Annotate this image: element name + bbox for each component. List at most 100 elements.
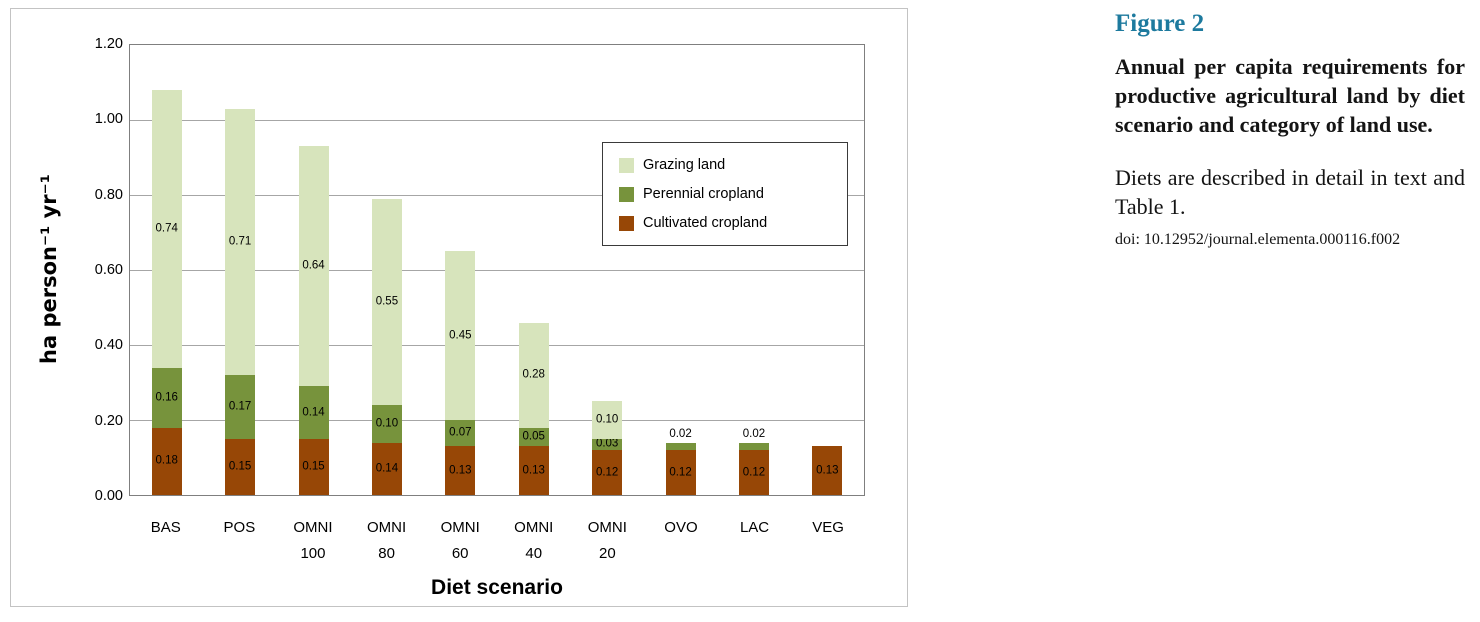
bar-value-label: 0.02 xyxy=(669,428,692,440)
legend-label: Cultivated cropland xyxy=(643,215,768,231)
bar-segment-cultivated-cropland: 0.12 xyxy=(665,450,696,495)
legend-label: Perennial cropland xyxy=(643,186,764,202)
bar-segment-grazing-land: 0.10 xyxy=(592,401,623,439)
bar-segment-grazing-land: 0.45 xyxy=(445,251,476,420)
x-tick-label: OMNI 40 xyxy=(514,519,554,562)
bar-slot: 0.13 0.05 0.28 xyxy=(497,45,570,495)
x-tick-label: BAS xyxy=(150,519,181,536)
bar-bas: 0.18 0.16 0.74 xyxy=(151,45,182,495)
bar-segment-perennial-cropland: 0.05 xyxy=(518,427,549,447)
y-tick-label: 0.60 xyxy=(94,262,123,278)
legend-item: Cultivated cropland xyxy=(619,215,831,231)
bar-omni-80: 0.14 0.10 0.55 xyxy=(371,45,402,495)
x-axis-ticks: BAS POS OMNI 100 OMNI 80 OMNI 60 OMNI 40 OMNI 20 OVO… xyxy=(129,515,865,567)
bar-segment-cultivated-cropland: 0.15 xyxy=(225,438,256,495)
bar-value-label: 0.14 xyxy=(302,405,325,418)
caption-title: Annual per capita requirements for produ… xyxy=(1115,54,1465,137)
bar-segment-perennial-cropland: 0.10 xyxy=(371,405,402,443)
legend-swatch-grazing-land xyxy=(619,157,634,173)
bar-omni-60: 0.13 0.07 0.45 xyxy=(445,45,476,495)
x-tick-label: LAC xyxy=(739,519,770,536)
bar-segment-cultivated-cropland: 0.15 xyxy=(298,438,329,495)
bar-value-label: 0.17 xyxy=(228,400,252,413)
y-tick-label: 1.20 xyxy=(94,36,123,52)
gridline xyxy=(130,194,864,196)
bar-value-label: 0.13 xyxy=(449,463,472,476)
legend-item: Grazing land xyxy=(619,157,831,173)
bar-value-label: 0.55 xyxy=(375,295,399,308)
bar-value-label: 0.07 xyxy=(449,426,472,439)
bar-segment-cultivated-cropland: 0.13 xyxy=(518,446,549,495)
bar-omni-20: 0.12 0.03 0.10 xyxy=(592,45,623,495)
bar-slot: 0.12 0.02 xyxy=(644,45,717,495)
bar-pos: 0.15 0.17 0.71 xyxy=(225,45,256,495)
bar-value-label: 0.02 xyxy=(742,428,766,440)
y-axis-ticks: 0.00 0.20 0.40 0.60 0.80 1.00 1.20 xyxy=(61,36,123,504)
bar-value-label: 0.12 xyxy=(742,465,766,478)
bar-slot: 0.14 0.10 0.55 xyxy=(350,45,423,495)
bar-value-label: 0.12 xyxy=(595,465,619,478)
bar-segment-cultivated-cropland: 0.14 xyxy=(371,442,402,495)
bar-value-label: 0.12 xyxy=(669,465,692,478)
y-axis-title: ha person⁻¹ yr⁻¹ xyxy=(37,174,61,364)
caption-doi: doi: 10.12952/journal.elementa.000116.f0… xyxy=(1115,231,1401,248)
bar-segment-cultivated-cropland: 0.18 xyxy=(151,427,182,495)
bar-segment-grazing-land: 0.55 xyxy=(371,198,402,406)
bar-segment-perennial-cropland: 0.03 xyxy=(592,438,623,450)
bar-slot: 0.15 0.17 0.71 xyxy=(203,45,276,495)
bar-slot: 0.15 0.14 0.64 xyxy=(277,45,350,495)
bar-veg: 0.13 xyxy=(812,45,843,495)
bar-value-label: 0.16 xyxy=(155,390,178,403)
bar-segment-grazing-land: 0.71 xyxy=(225,108,256,375)
bar-segment-cultivated-cropland: 0.13 xyxy=(445,446,476,495)
bar-segment-grazing-land: 0.28 xyxy=(518,322,549,428)
bar-value-label: 0.14 xyxy=(375,462,399,474)
legend-item: Perennial cropland xyxy=(619,186,831,202)
bar-segment-cultivated-cropland: 0.13 xyxy=(812,446,843,495)
bar-value-label: 0.05 xyxy=(522,430,545,443)
bar-value-label: 0.15 xyxy=(228,460,252,473)
gridline xyxy=(130,270,864,271)
caption-body: Diets are described in detail in text an… xyxy=(1115,165,1465,219)
bar-value-label: 0.64 xyxy=(302,259,325,272)
bar-segment-cultivated-cropland: 0.12 xyxy=(738,450,769,495)
x-tick-label: POS xyxy=(223,519,256,536)
x-tick-label: OVO xyxy=(664,519,698,536)
bar-value-label: 0.10 xyxy=(595,413,619,426)
y-tick-label: 1.00 xyxy=(94,111,123,128)
x-axis-title: Diet scenario xyxy=(431,576,563,599)
bar-segment-perennial-cropland: 0.02 xyxy=(738,428,769,450)
bar-slot: 0.13 xyxy=(791,45,864,495)
gridline xyxy=(130,119,864,121)
bar-segment-grazing-land: 0.64 xyxy=(298,146,329,387)
bar-omni-40: 0.13 0.05 0.28 xyxy=(518,45,549,495)
bar-segment-cultivated-cropland: 0.12 xyxy=(592,450,623,495)
bar-value-label: 0.74 xyxy=(155,222,178,234)
bar-omni-100: 0.15 0.14 0.64 xyxy=(298,45,329,495)
y-tick-label: 0.00 xyxy=(94,488,123,504)
bar-segment-perennial-cropland: 0.02 xyxy=(665,428,696,450)
bar-lac: 0.12 0.02 xyxy=(738,45,769,495)
legend-swatch-perennial-cropland xyxy=(619,186,634,202)
figure-caption: Figure 2 Annual per capita requirements … xyxy=(1115,10,1465,249)
bar-segment-grazing-land: 0.74 xyxy=(151,90,182,368)
bar-value-label: 0.71 xyxy=(228,235,252,248)
plot-area: 0.18 0.16 0.74 0.15 0.17 0.71 0.15 0.14 0.64 0.14… xyxy=(129,44,865,496)
bar-value-label: 0.15 xyxy=(302,460,325,473)
bar-value-label: 0.10 xyxy=(375,417,399,429)
gridline xyxy=(130,420,864,421)
figure-chart: ha person⁻¹ yr⁻¹ 0.00 0.20 0.40 0.60 0.80 1.0… xyxy=(10,8,908,607)
legend-swatch-cultivated-cropland xyxy=(619,215,634,231)
bar-segment-perennial-cropland: 0.16 xyxy=(151,367,182,428)
bar-segment-perennial-cropland: 0.17 xyxy=(225,375,256,439)
y-tick-label: 0.80 xyxy=(94,186,123,203)
bar-value-label: 0.45 xyxy=(449,328,472,341)
bar-value-label: 0.18 xyxy=(155,454,178,467)
legend: Grazing land Perennial cropland Cultivated… xyxy=(602,142,848,246)
bar-slot: 0.12 0.02 xyxy=(717,45,790,495)
x-tick-label: OMNI 20 xyxy=(587,519,627,562)
x-tick-label: OMNI 60 xyxy=(440,519,480,562)
bar-value-label: 0.13 xyxy=(522,463,545,476)
x-tick-label: VEG xyxy=(812,519,844,536)
gridlines xyxy=(130,45,864,495)
